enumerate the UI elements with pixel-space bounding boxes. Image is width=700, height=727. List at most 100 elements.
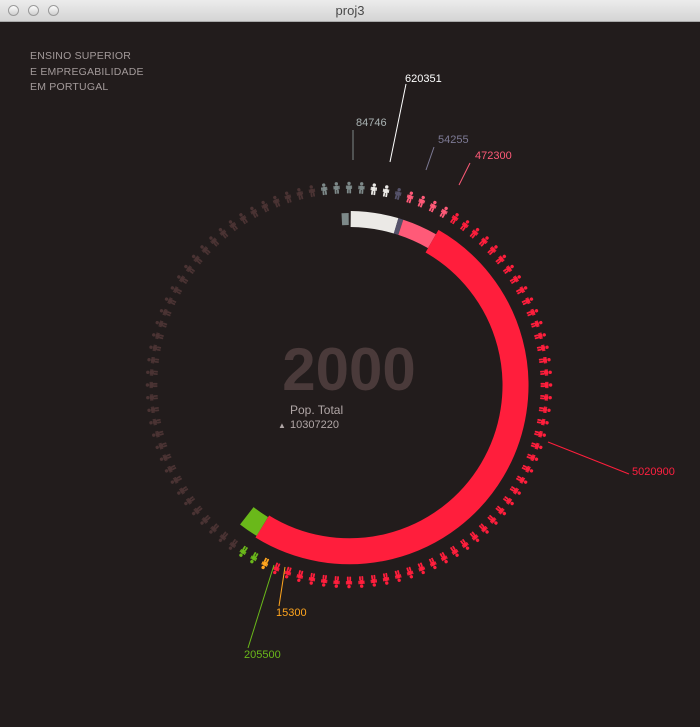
person-icon [248, 205, 259, 218]
person-icon [283, 191, 293, 204]
person-icon [333, 182, 340, 194]
person-icon [237, 212, 249, 225]
person-icon [459, 538, 471, 551]
band-green [247, 516, 262, 527]
person-icon [394, 570, 403, 583]
person-icon [521, 296, 534, 307]
person-icon [208, 523, 221, 536]
person-icon [530, 441, 543, 451]
person-icon [169, 284, 182, 295]
person-icon [159, 453, 172, 463]
band-pink [401, 227, 432, 241]
person-icon [146, 369, 158, 376]
person-icon [541, 382, 553, 388]
person-icon [227, 538, 239, 551]
person-icon [208, 235, 221, 248]
person-icon [164, 296, 177, 307]
person-icon [346, 577, 352, 589]
person-icon [183, 263, 196, 275]
person-icon [199, 514, 212, 527]
callout-leader-line [459, 163, 470, 185]
person-icon [521, 464, 534, 475]
callout-leader-line [390, 84, 406, 162]
person-icon [176, 485, 189, 497]
person-icon [478, 523, 491, 536]
person-icon [530, 319, 543, 329]
callout-leader-line [279, 567, 285, 606]
person-icon [295, 570, 304, 583]
callout-5020900: 5020900 [632, 466, 675, 478]
person-icon [487, 244, 500, 257]
person-icon [169, 475, 182, 486]
pop-trend-icon: ▲ [278, 421, 286, 430]
heading-line-3: EM PORTUGAL [30, 80, 144, 96]
person-icon [227, 219, 239, 232]
person-icon [428, 200, 439, 213]
person-icon [417, 195, 427, 208]
window-titlebar: proj3 [0, 0, 700, 22]
person-icon [346, 182, 352, 194]
year-label: 2000 [282, 336, 415, 403]
band-purple [396, 226, 401, 228]
person-icon [370, 183, 378, 195]
person-icon [478, 235, 491, 248]
person-icon [382, 573, 390, 586]
callout-leader-line [426, 147, 434, 170]
person-icon [515, 475, 528, 486]
person-icon [417, 562, 427, 575]
callout-205500: 205500 [244, 649, 281, 661]
person-icon [428, 557, 439, 570]
person-icon [308, 573, 316, 586]
window-title: proj3 [0, 3, 700, 18]
heading-line-2: E EMPREGABILIDADE [30, 65, 144, 81]
person-icon [370, 575, 378, 587]
person-icon [308, 185, 316, 198]
person-icon [237, 545, 249, 558]
person-icon [382, 185, 390, 198]
person-icon [199, 244, 212, 257]
person-icon [394, 187, 403, 200]
person-icon [509, 485, 522, 497]
person-icon [534, 331, 547, 340]
person-icon [260, 557, 271, 570]
person-icon [190, 253, 203, 265]
person-icon [295, 187, 304, 200]
person-icon [539, 406, 551, 414]
callout-84746: 84746 [356, 117, 387, 129]
pop-total-value: 10307220 [290, 419, 339, 431]
person-icon [155, 319, 168, 329]
person-icon [439, 205, 450, 218]
callout-15300: 15300 [276, 607, 307, 619]
person-icon [151, 331, 164, 340]
person-icon [217, 226, 229, 239]
person-icon [155, 441, 168, 451]
person-icon [159, 307, 172, 317]
person-icon [540, 369, 552, 376]
person-icon [502, 495, 515, 507]
callout-leader-line [248, 565, 274, 648]
population-ring: 2000 Pop. Total ▲ 10307220 84746 620351 … [0, 22, 700, 722]
person-icon [515, 284, 528, 295]
person-icon [459, 219, 471, 232]
sketch-canvas: ENSINO SUPERIOR E EMPREGABILIDADE EM POR… [0, 22, 700, 722]
person-icon [320, 183, 328, 195]
person-icon [405, 566, 415, 579]
person-icon [358, 182, 365, 194]
person-icon [164, 464, 177, 475]
person-icon [146, 394, 158, 401]
person-icon [320, 575, 328, 587]
person-icon [526, 453, 539, 463]
person-icon [248, 551, 259, 564]
person-icon [509, 273, 522, 285]
person-icon [540, 394, 552, 401]
person-icon [151, 430, 164, 439]
person-icon [147, 356, 159, 364]
person-icon [149, 418, 162, 426]
callout-620351: 620351 [405, 73, 442, 85]
person-icon [449, 545, 461, 558]
person-icon [217, 531, 229, 544]
person-icon [271, 195, 281, 208]
person-icon [405, 191, 415, 204]
pop-total-label: Pop. Total [290, 403, 343, 417]
person-icon [146, 382, 158, 388]
